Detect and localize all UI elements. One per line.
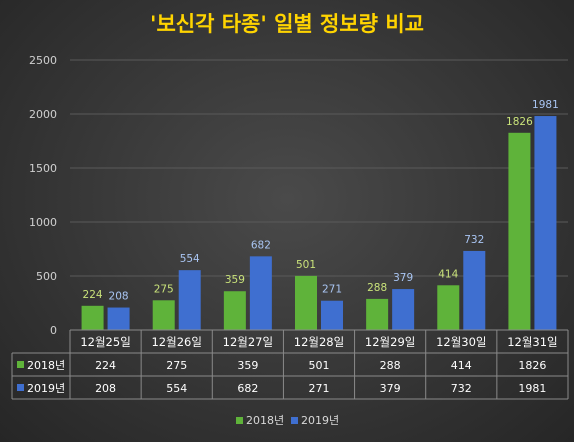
table-cell: 1826 [518,359,546,372]
data-label: 414 [438,268,458,280]
bar-2018년-12월27일 [223,291,246,330]
table-cell: 554 [166,382,187,395]
x-tick-label: 12월27일 [223,335,273,349]
table-cell: 501 [309,359,330,372]
data-label: 208 [109,291,129,303]
bar-2018년-12월28일 [295,275,317,330]
bar-2019년-12월25일 [107,307,130,330]
table-legend-key [17,384,24,391]
table-cell: 414 [451,359,472,372]
x-tick-label: 12월28일 [294,335,344,349]
bar-2018년-12월26일 [152,300,175,330]
table-cell: 732 [451,382,472,395]
bar-2018년-12월29일 [366,298,389,330]
y-tick-label: 2000 [29,108,57,121]
x-tick-label: 12월25일 [80,335,130,349]
table-cell: 288 [380,359,401,372]
table-cell: 682 [237,382,258,395]
table-cell: 271 [309,382,330,395]
bar-2019년-12월26일 [178,270,201,330]
chart-title: '보신각 타종' 일별 정보량 비교 [150,12,424,36]
x-tick-label: 12월30일 [436,335,486,349]
data-label: 288 [367,282,387,294]
x-tick-label: 12월26일 [151,335,201,349]
data-label: 501 [296,259,316,271]
data-label: 1981 [532,99,559,111]
data-label: 271 [322,284,342,296]
bar-2019년-12월29일 [392,289,415,330]
table-series-name: 2019년 [27,382,65,395]
bar-2019년-12월30일 [463,250,486,330]
table-legend-key [17,361,24,368]
table-cell: 379 [380,382,401,395]
y-tick-label: 1500 [29,162,57,175]
table-series-name: 2018년 [27,359,65,372]
y-tick-label: 0 [50,324,57,337]
data-label: 275 [154,283,174,295]
y-tick-label: 2500 [29,54,57,67]
table-cell: 275 [166,359,187,372]
legend-label: 2018년 [246,414,284,427]
data-label: 732 [464,234,484,246]
x-tick-label: 12월31일 [507,335,557,349]
table-cell: 359 [237,359,258,372]
bar-2019년-12월28일 [321,300,343,330]
data-label: 224 [83,289,103,301]
data-label: 359 [225,274,245,286]
y-tick-label: 1000 [29,216,57,229]
table-cell: 224 [95,359,116,372]
y-tick-label: 500 [36,270,57,283]
legend-swatch [291,417,298,424]
x-tick-label: 12월29일 [365,335,415,349]
table-cell: 208 [95,382,116,395]
bar-2018년-12월30일 [437,285,460,330]
bar-2018년-12월25일 [81,305,104,330]
bar-2019년-12월27일 [249,256,272,330]
data-label: 682 [251,239,271,251]
table-cell: 1981 [518,382,546,395]
data-label: 1826 [506,116,533,128]
data-label: 379 [393,272,413,284]
legend-label: 2019년 [301,414,339,427]
bar-2018년-12월31일 [508,132,531,330]
data-label: 554 [180,253,200,265]
bar-2019년-12월31일 [534,116,557,330]
legend-swatch [236,417,243,424]
